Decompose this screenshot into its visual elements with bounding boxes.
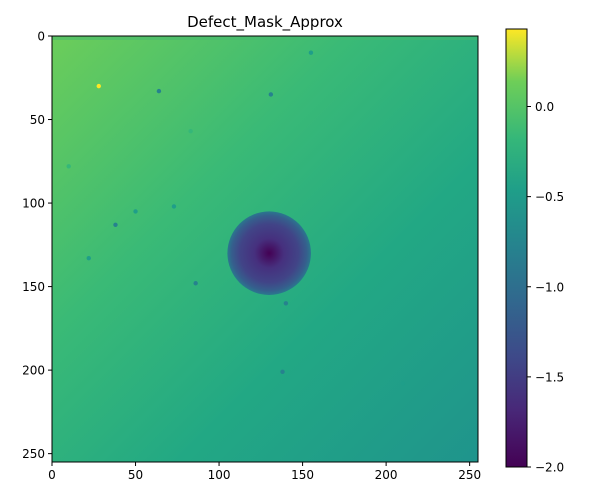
speckle-mark	[113, 222, 118, 227]
x-tick-label: 0	[48, 468, 56, 482]
colorbar-tick-label: 0.0	[535, 100, 554, 114]
speckle-mark	[156, 88, 162, 94]
colorbar-tick-label: −1.5	[535, 370, 564, 384]
speckle-mark	[133, 209, 138, 214]
speckle-mark	[171, 204, 177, 209]
defect-region	[227, 211, 311, 295]
speckle-mark	[400, 381, 406, 386]
y-tick-label: 200	[22, 364, 45, 378]
speckle-mark	[308, 50, 314, 55]
heatmap-image	[52, 36, 478, 462]
x-tick-label: 50	[128, 468, 143, 482]
x-tick-label: 250	[458, 468, 481, 482]
speckle-layer	[66, 50, 406, 386]
y-tick-label: 250	[22, 447, 45, 461]
colorbar-gradient	[505, 28, 528, 468]
colorbar: 0.0 −0.5 −1.0 −1.5 −2.0	[505, 28, 564, 475]
speckle-mark	[96, 83, 101, 89]
heatmap-edge-highlight	[52, 36, 478, 40]
speckle-mark	[268, 92, 274, 97]
speckle-mark	[66, 164, 71, 169]
y-tick-label: 0	[37, 30, 45, 44]
x-tick-label: 200	[375, 468, 398, 482]
colorbar-tick-label: −0.5	[535, 190, 564, 204]
x-tick-label: 150	[291, 468, 314, 482]
colorbar-tick-label: −2.0	[535, 461, 564, 475]
speckle-mark	[283, 301, 289, 306]
x-tick-label: 100	[208, 468, 231, 482]
plot-frame	[51, 35, 479, 463]
y-tick-label: 150	[22, 280, 45, 294]
y-axis: 0 50 100 150 200 250	[22, 30, 52, 461]
chart-title: Defect_Mask_Approx	[187, 13, 343, 32]
colorbar-ticks: 0.0 −0.5 −1.0 −1.5 −2.0	[527, 100, 564, 475]
speckle-mark	[188, 129, 193, 134]
speckle-mark	[280, 369, 285, 374]
speckle-mark	[193, 281, 198, 286]
x-axis: 0 50 100 150 200 250	[48, 462, 481, 482]
colorbar-tick-label: −1.0	[535, 280, 564, 294]
y-tick-label: 100	[22, 197, 45, 211]
y-tick-label: 50	[30, 113, 45, 127]
speckle-mark	[86, 255, 91, 261]
